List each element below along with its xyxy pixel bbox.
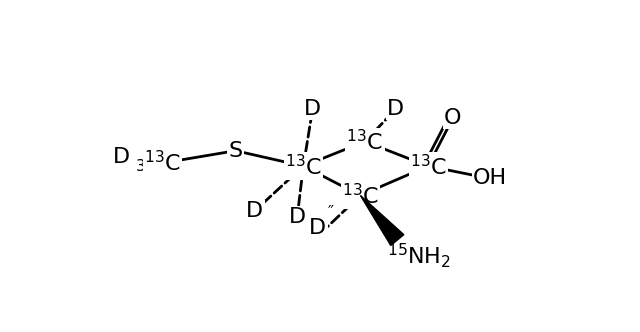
Text: D: D [289,207,306,227]
Text: $^{13}$C: $^{13}$C [346,129,383,154]
Polygon shape [360,195,404,245]
Text: D: D [113,147,130,167]
Text: D: D [309,218,326,238]
Text: $^{13}$C: $^{13}$C [144,150,181,176]
Text: $^{13}$C: $^{13}$C [342,183,379,208]
Text: 3: 3 [136,159,145,174]
Text: $^{13}$C: $^{13}$C [285,153,322,179]
Text: O: O [444,108,461,128]
Text: D: D [387,99,404,119]
Text: S: S [228,141,243,161]
Text: ′′: ′′ [328,205,335,220]
Text: $^{15}$NH$_2$: $^{15}$NH$_2$ [387,241,451,270]
Text: OH: OH [472,168,507,189]
Text: $^{13}$C: $^{13}$C [410,153,447,179]
Text: D: D [304,99,321,119]
Text: D: D [246,201,264,221]
